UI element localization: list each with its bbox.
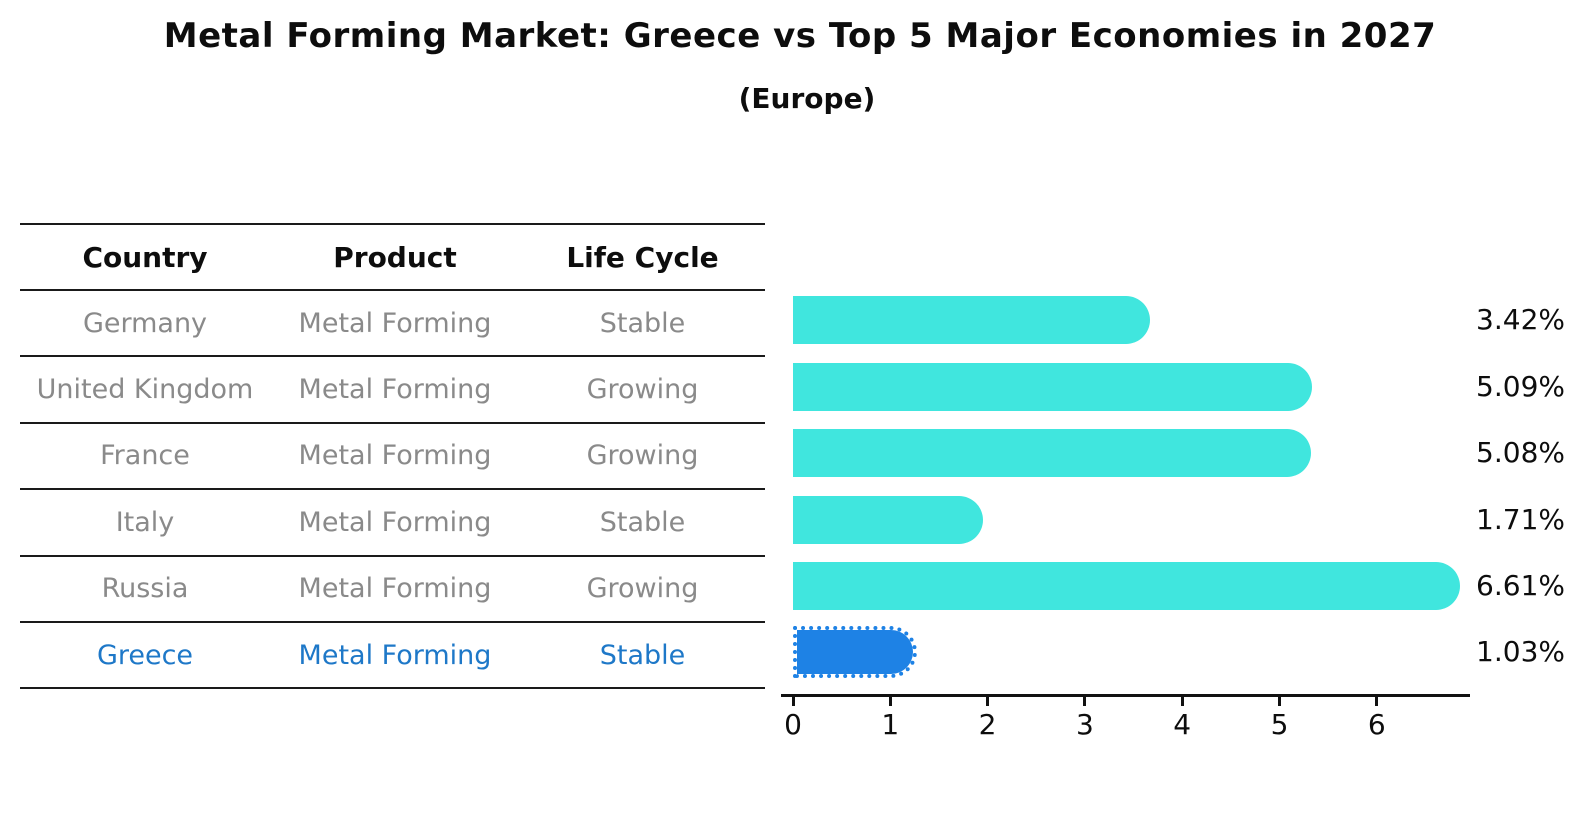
life-cycle-cell: Growing — [586, 440, 699, 472]
table-header-row: Country Product Life Cycle — [20, 225, 765, 291]
column-header-country: Country — [82, 240, 208, 274]
x-tick-mark — [986, 697, 990, 706]
product-cell: Metal Forming — [298, 440, 492, 472]
bar-value-label: 5.08% — [1476, 436, 1565, 470]
x-tick-label: 5 — [1270, 708, 1289, 741]
bar — [793, 562, 1460, 610]
bar-value-label: 1.71% — [1476, 502, 1565, 536]
x-axis-line — [781, 694, 1470, 697]
country-cell: France — [100, 440, 190, 472]
chart-subtitle: (Europe) — [738, 82, 876, 115]
country-cell: Russia — [101, 573, 189, 605]
table-row: Greece Metal Forming Stable — [20, 623, 765, 690]
x-tick-mark — [1278, 697, 1281, 706]
product-cell: Metal Forming — [298, 374, 492, 406]
country-info-table: Country Product Life Cycle Germany Metal … — [20, 223, 765, 690]
table-row: United Kingdom Metal Forming Growing — [20, 357, 765, 424]
country-cell: Italy — [115, 506, 175, 538]
bar — [793, 362, 1312, 411]
x-tick-label: 2 — [978, 708, 997, 741]
product-cell: Metal Forming — [298, 506, 492, 538]
x-tick-mark — [791, 697, 795, 706]
life-cycle-cell: Growing — [586, 573, 699, 605]
country-cell: United Kingdom — [36, 374, 254, 406]
table-row: France Metal Forming Growing — [20, 424, 765, 491]
product-cell: Metal Forming — [298, 639, 492, 671]
x-tick-mark — [888, 697, 892, 706]
table-row: Russia Metal Forming Growing — [20, 557, 765, 623]
bar-value-label: 5.09% — [1476, 369, 1565, 403]
table-row: Italy Metal Forming Stable — [20, 490, 765, 557]
x-tick-label: 1 — [881, 708, 900, 741]
bar-value-label: 3.42% — [1476, 303, 1565, 337]
bar — [793, 495, 983, 544]
bar-value-label: 6.61% — [1476, 569, 1565, 602]
bar — [793, 429, 1311, 478]
x-tick-label: 4 — [1173, 708, 1192, 741]
table-row: Germany Metal Forming Stable — [20, 291, 765, 358]
bar-highlight-greece — [793, 626, 917, 679]
column-header-life-cycle: Life Cycle — [566, 240, 719, 274]
x-tick-mark — [1083, 697, 1087, 706]
country-cell: Germany — [82, 307, 208, 339]
product-cell: Metal Forming — [298, 307, 492, 339]
table-body: Germany Metal Forming Stable United Kingdom… — [20, 291, 765, 690]
x-tick-label: 6 — [1367, 708, 1386, 741]
x-tick-mark — [1180, 697, 1184, 706]
x-tick-label: 0 — [784, 708, 802, 741]
chart-title: Metal Forming Market: Greece vs Top 5 Ma… — [163, 16, 1437, 56]
life-cycle-cell: Stable — [599, 506, 686, 538]
life-cycle-cell: Growing — [586, 374, 699, 406]
life-cycle-cell: Stable — [599, 639, 686, 671]
life-cycle-cell: Stable — [599, 307, 686, 339]
bar — [793, 296, 1150, 345]
country-cell: Greece — [96, 639, 194, 671]
x-tick-mark — [1375, 697, 1379, 706]
column-header-product: Product — [333, 240, 457, 274]
x-tick-label: 3 — [1075, 708, 1094, 741]
bar-value-label: 1.03% — [1476, 635, 1565, 669]
product-cell: Metal Forming — [298, 573, 492, 605]
